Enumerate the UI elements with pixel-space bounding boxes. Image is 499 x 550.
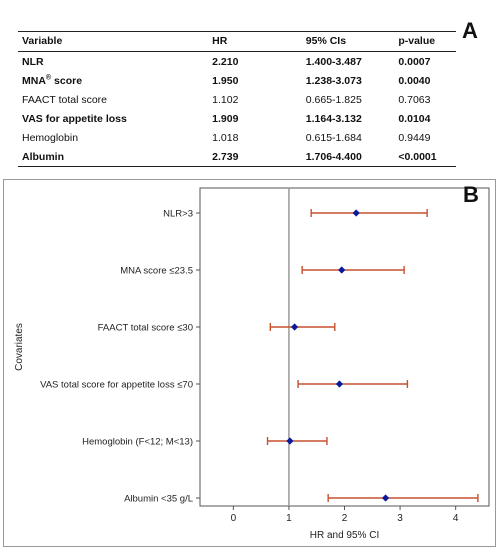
cell-hr: 1.950 (212, 74, 239, 87)
panel-a-table-section: A Variable HR 95% CIs p-value NLR 2.210 1.… (0, 0, 499, 172)
cell-hr: 1.102 (212, 93, 239, 106)
table-row: FAACT total score 1.102 0.665-1.825 0.7063 (18, 90, 456, 109)
cell-hr: 1.909 (212, 112, 239, 125)
y-axis-title: Covariates (14, 323, 25, 371)
category-label: Albumin <35 g/L (124, 494, 193, 505)
hr-point-marker (338, 266, 346, 274)
header-hr: HR (200, 31, 272, 52)
forest-plot-svg: 0 1 2 3 4 HR and 95% CI Covariates NLR>3 MNA sco… (14, 187, 490, 541)
x-axis-title: HR and 95% CI (310, 530, 379, 541)
cell-ci: 0.615-1.684 (305, 131, 362, 144)
cell-p-value: <0.0001 (384, 147, 456, 167)
cell-hr: 1.018 (212, 131, 239, 144)
variable-name: MNA (22, 74, 46, 87)
hr-point-marker (290, 323, 299, 331)
panel-b-letter: B (463, 182, 479, 207)
table-row: Albumin 2.739 1.706-4.400 <0.0001 (18, 147, 456, 167)
hr-point-marker (352, 209, 360, 217)
cell-p-value: 0.9449 (398, 131, 431, 144)
header-p-value: p-value (384, 31, 456, 52)
x-tick-label: 1 (286, 513, 292, 524)
variable-name: FAACT total score (22, 93, 108, 106)
cell-ci: 1.164-3.132 (305, 112, 362, 125)
x-tick-label: 3 (397, 513, 403, 524)
cell-p-value: 0.0104 (398, 112, 431, 125)
cell-variable: VAS for appetite loss (18, 109, 200, 128)
variable-name: NLR (22, 55, 44, 68)
hr-point-marker (286, 437, 294, 445)
table-row: MNA® score 1.950 1.238-3.073 0.0040 (18, 71, 456, 90)
cell-variable: Hemoglobin (18, 128, 200, 147)
x-tick-label: 4 (453, 513, 459, 524)
table-row: NLR 2.210 1.400-3.487 0.0007 (18, 52, 456, 72)
category-label: MNA score ≤23.5 (120, 266, 193, 277)
variable-superscript: ® (45, 74, 52, 81)
cell-ci: 1.238-3.073 (305, 74, 362, 87)
panel-b-forest-plot: 0 1 2 3 4 HR and 95% CI Covariates NLR>3 MNA sco… (3, 179, 496, 547)
x-tick-label: 0 (231, 513, 237, 524)
variable-name: Albumin (22, 150, 64, 163)
cell-variable: NLR (18, 52, 200, 72)
header-variable: Variable (18, 31, 201, 52)
cell-p-value: 0.0007 (398, 55, 431, 68)
category-label: FAACT total score ≤30 (98, 323, 193, 334)
category-label: Hemoglobin (F<12; M<13) (82, 437, 193, 448)
cell-ci: 1.706-4.400 (271, 147, 385, 167)
cell-variable: Albumin (18, 147, 201, 167)
table-row: VAS for appetite loss 1.909 1.164-3.132 0.0… (18, 109, 456, 128)
cell-ci: 0.665-1.825 (305, 93, 362, 106)
hr-point-marker (335, 380, 344, 388)
hr-point-marker (381, 494, 390, 502)
category-label: VAS total score for appetite loss ≤70 (40, 380, 193, 391)
hazard-ratio-table: Variable HR 95% CIs p-value NLR 2.210 1.40… (18, 31, 456, 167)
cell-variable: FAACT total score (18, 90, 200, 109)
panel-a-letter: A (462, 18, 478, 43)
table-body: NLR 2.210 1.400-3.487 0.0007 MNA® score 1.950… (18, 52, 456, 167)
cell-p-value: 0.7063 (398, 93, 431, 106)
variable-name-tail: score (51, 74, 83, 87)
table-header-row: Variable HR 95% CIs p-value (18, 31, 456, 52)
cell-hr: 2.210 (212, 55, 239, 68)
cell-variable: MNA® score (18, 71, 200, 90)
variable-name: Hemoglobin (22, 131, 79, 144)
table-row: Hemoglobin 1.018 0.615-1.684 0.9449 (18, 128, 456, 147)
variable-name: VAS for appetite loss (22, 112, 127, 125)
cell-ci: 1.400-3.487 (305, 55, 362, 68)
cell-p-value: 0.0040 (398, 74, 431, 87)
x-tick-label: 2 (342, 513, 348, 524)
category-label: NLR>3 (163, 209, 193, 220)
header-ci: 95% CIs (271, 31, 385, 52)
plot-frame (199, 187, 490, 507)
cell-hr: 2.739 (200, 147, 272, 167)
